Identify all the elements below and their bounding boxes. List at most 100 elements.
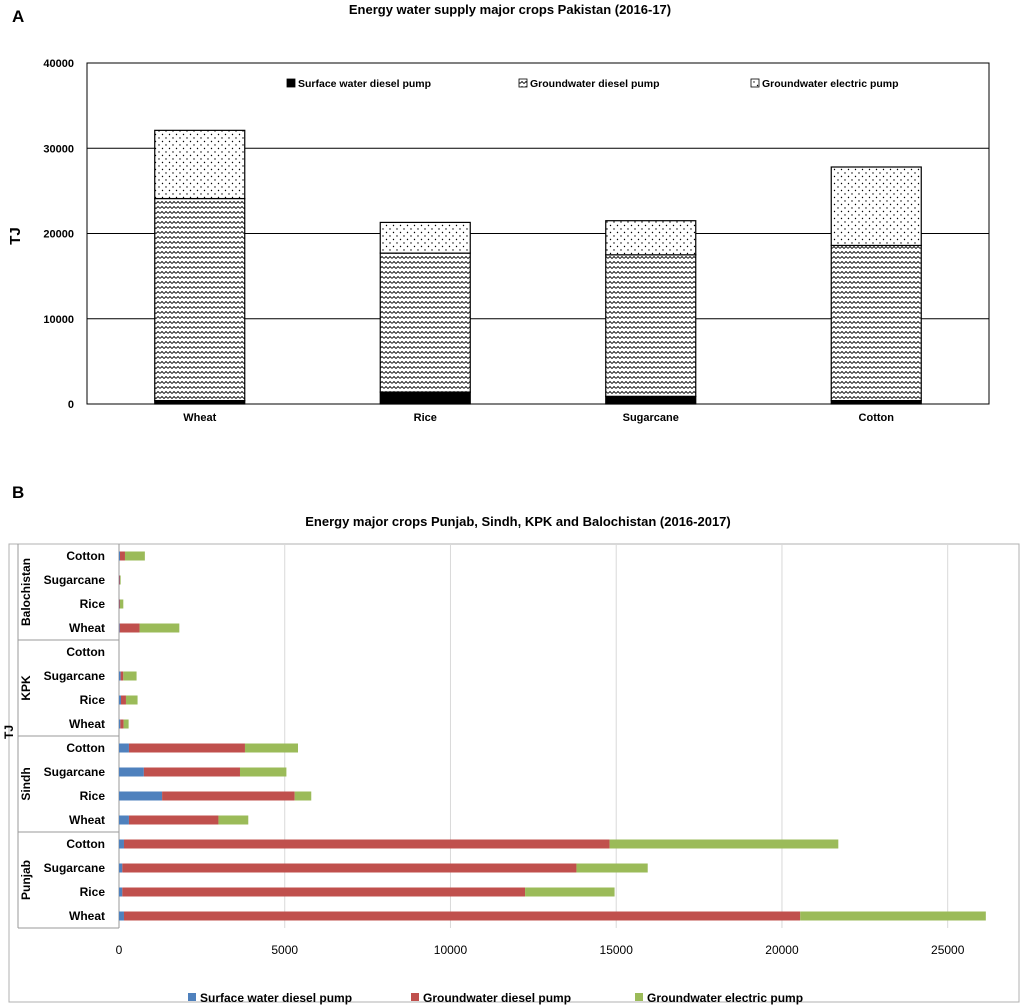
chart-b-bar-balochistan-cotton-surface-water-diesel-pump: [119, 551, 120, 561]
chart-b-bar-sindh-rice-groundwater-electric-pump: [294, 791, 312, 801]
chart-b-bar-balochistan-wheat-groundwater-diesel-pump: [119, 623, 140, 633]
chart-b-group-label: Balochistan: [19, 558, 33, 626]
chart-a-legend-swatch: [286, 78, 296, 88]
chart-b-bar-balochistan-rice-groundwater-electric-pump: [119, 599, 124, 609]
chart-b-legend-label: Groundwater diesel pump: [423, 991, 571, 1005]
chart-a-bar-rice-groundwater-diesel-pump: [379, 252, 471, 393]
chart-b-group-label: KPK: [19, 675, 33, 701]
chart-b-category-label: Cotton: [66, 837, 105, 851]
chart-b-bar-punjab-rice-groundwater-electric-pump: [525, 887, 615, 897]
panel-b-label: B: [12, 483, 24, 502]
chart-b-bar-balochistan-wheat-surface-water-diesel-pump: [119, 623, 120, 633]
chart-b-bar-sindh-cotton-groundwater-electric-pump: [244, 743, 298, 753]
chart-a-bar-rice-groundwater-electric-pump: [379, 221, 471, 254]
chart-b-bar-kpk-sugarcane-groundwater-electric-pump: [123, 671, 137, 681]
chart-b-legend-swatch: [188, 993, 196, 1001]
chart-b-category-label: Wheat: [69, 813, 105, 827]
chart-a-x-tick-label: Wheat: [183, 412, 216, 424]
panel-a-label: A: [12, 7, 24, 26]
chart-b-bar-punjab-wheat-groundwater-electric-pump: [800, 911, 986, 921]
chart-b-title: Energy major crops Punjab, Sindh, KPK an…: [305, 514, 731, 529]
chart-a-y-axis-label: TJ: [7, 227, 24, 245]
chart-b-x-tick-label: 25000: [931, 943, 965, 957]
chart-b-category-label: Rice: [80, 885, 106, 899]
chart-b: B Energy major crops Punjab, Sindh, KPK …: [2, 483, 1020, 1005]
chart-a-bar-cotton-groundwater-diesel-pump: [830, 244, 922, 402]
chart-b-x-tick-label: 15000: [600, 943, 634, 957]
chart-b-bar-balochistan-rice-groundwater-diesel-pump: [119, 599, 120, 609]
chart-b-bar-sindh-sugarcane-surface-water-diesel-pump: [119, 767, 144, 777]
chart-a-bar-sugarcane-groundwater-diesel-pump: [605, 254, 697, 397]
chart-b-category-label: Sugarcane: [44, 573, 106, 587]
chart-a-bar-rice-surface-water-diesel-pump: [379, 391, 471, 405]
chart-b-bar-balochistan-wheat-groundwater-electric-pump: [139, 623, 180, 633]
chart-a-legend-label: Surface water diesel pump: [298, 78, 431, 90]
chart-b-bar-balochistan-rice-surface-water-diesel-pump: [119, 599, 120, 609]
chart-b-category-label: Rice: [80, 693, 106, 707]
chart-b-group-label: Sindh: [19, 767, 33, 800]
chart-b-bar-punjab-rice-groundwater-diesel-pump: [122, 887, 526, 897]
chart-b-bar-sindh-wheat-groundwater-diesel-pump: [128, 815, 219, 825]
chart-a: A Energy water supply major crops Pakist…: [7, 2, 990, 424]
chart-b-category-label: Rice: [80, 597, 106, 611]
chart-b-bar-punjab-cotton-groundwater-electric-pump: [609, 839, 839, 849]
chart-a-x-tick-label: Sugarcane: [623, 412, 679, 424]
chart-a-bar-sugarcane-groundwater-electric-pump: [605, 220, 697, 256]
chart-b-bar-punjab-wheat-groundwater-diesel-pump: [123, 911, 801, 921]
chart-b-legend-swatch: [411, 993, 419, 1001]
chart-b-bar-sindh-cotton-surface-water-diesel-pump: [119, 743, 129, 753]
chart-b-bar-punjab-wheat-surface-water-diesel-pump: [119, 911, 124, 921]
chart-b-category-label: Sugarcane: [44, 765, 106, 779]
chart-b-bar-balochistan-cotton-groundwater-electric-pump: [124, 551, 145, 561]
chart-b-bar-punjab-rice-surface-water-diesel-pump: [119, 887, 123, 897]
chart-b-bar-sindh-sugarcane-groundwater-electric-pump: [239, 767, 287, 777]
chart-b-legend-label: Surface water diesel pump: [200, 991, 352, 1005]
chart-a-bar-sugarcane-surface-water-diesel-pump: [605, 395, 697, 405]
chart-b-bar-balochistan-sugarcane-groundwater-diesel-pump: [119, 575, 120, 585]
chart-b-bar-punjab-sugarcane-groundwater-electric-pump: [576, 863, 648, 873]
chart-a-bar-cotton-groundwater-electric-pump: [830, 166, 922, 247]
chart-a-y-tick-label: 0: [68, 399, 74, 411]
chart-b-plot-area: [8, 543, 1020, 1003]
chart-b-category-label: Wheat: [69, 621, 105, 635]
chart-b-bar-sindh-rice-groundwater-diesel-pump: [162, 791, 295, 801]
chart-b-x-tick-label: 5000: [271, 943, 298, 957]
chart-b-category-label: Wheat: [69, 717, 105, 731]
chart-a-bar-wheat-groundwater-electric-pump: [154, 129, 246, 200]
chart-b-bar-punjab-sugarcane-surface-water-diesel-pump: [119, 863, 123, 873]
chart-b-bar-sindh-sugarcane-groundwater-diesel-pump: [143, 767, 240, 777]
chart-a-x-tick-label: Cotton: [859, 412, 895, 424]
chart-b-x-tick-label: 10000: [434, 943, 468, 957]
chart-b-bar-kpk-sugarcane-groundwater-diesel-pump: [120, 671, 124, 681]
chart-b-group-label: Punjab: [19, 860, 33, 900]
chart-b-bar-kpk-sugarcane-surface-water-diesel-pump: [119, 671, 121, 681]
chart-a-y-tick-label: 20000: [43, 229, 74, 241]
chart-b-x-tick-label: 20000: [765, 943, 799, 957]
chart-b-bar-balochistan-sugarcane-groundwater-electric-pump: [119, 575, 121, 585]
chart-a-legend-swatch: [518, 78, 528, 88]
chart-a-y-tick-label: 10000: [43, 314, 74, 326]
chart-b-bar-kpk-rice-groundwater-electric-pump: [125, 695, 138, 705]
chart-a-title: Energy water supply major crops Pakistan…: [349, 2, 671, 17]
chart-b-bar-punjab-cotton-groundwater-diesel-pump: [123, 839, 610, 849]
chart-b-bar-punjab-cotton-surface-water-diesel-pump: [119, 839, 124, 849]
chart-b-bar-kpk-rice-surface-water-diesel-pump: [119, 695, 121, 705]
chart-a-x-tick-label: Rice: [414, 412, 437, 424]
chart-b-legend-swatch: [635, 993, 643, 1001]
chart-a-legend-swatch: [750, 78, 760, 88]
chart-a-legend-label: Groundwater electric pump: [762, 78, 899, 90]
chart-a-legend-label: Groundwater diesel pump: [530, 78, 660, 90]
chart-b-category-label: Wheat: [69, 909, 105, 923]
chart-b-bar-sindh-wheat-groundwater-electric-pump: [218, 815, 249, 825]
chart-b-bar-kpk-rice-groundwater-diesel-pump: [120, 695, 126, 705]
chart-b-bar-balochistan-sugarcane-surface-water-diesel-pump: [119, 575, 120, 585]
chart-b-category-label: Cotton: [66, 741, 105, 755]
chart-b-bar-punjab-sugarcane-groundwater-diesel-pump: [122, 863, 577, 873]
chart-b-bar-sindh-cotton-groundwater-diesel-pump: [128, 743, 245, 753]
chart-b-bar-sindh-wheat-surface-water-diesel-pump: [119, 815, 129, 825]
chart-b-bar-sindh-rice-surface-water-diesel-pump: [119, 791, 163, 801]
chart-a-bar-wheat-groundwater-diesel-pump: [154, 197, 246, 402]
chart-b-category-label: Sugarcane: [44, 669, 106, 683]
chart-b-x-tick-label: 0: [116, 943, 123, 957]
chart-a-y-tick-label: 40000: [43, 58, 74, 70]
